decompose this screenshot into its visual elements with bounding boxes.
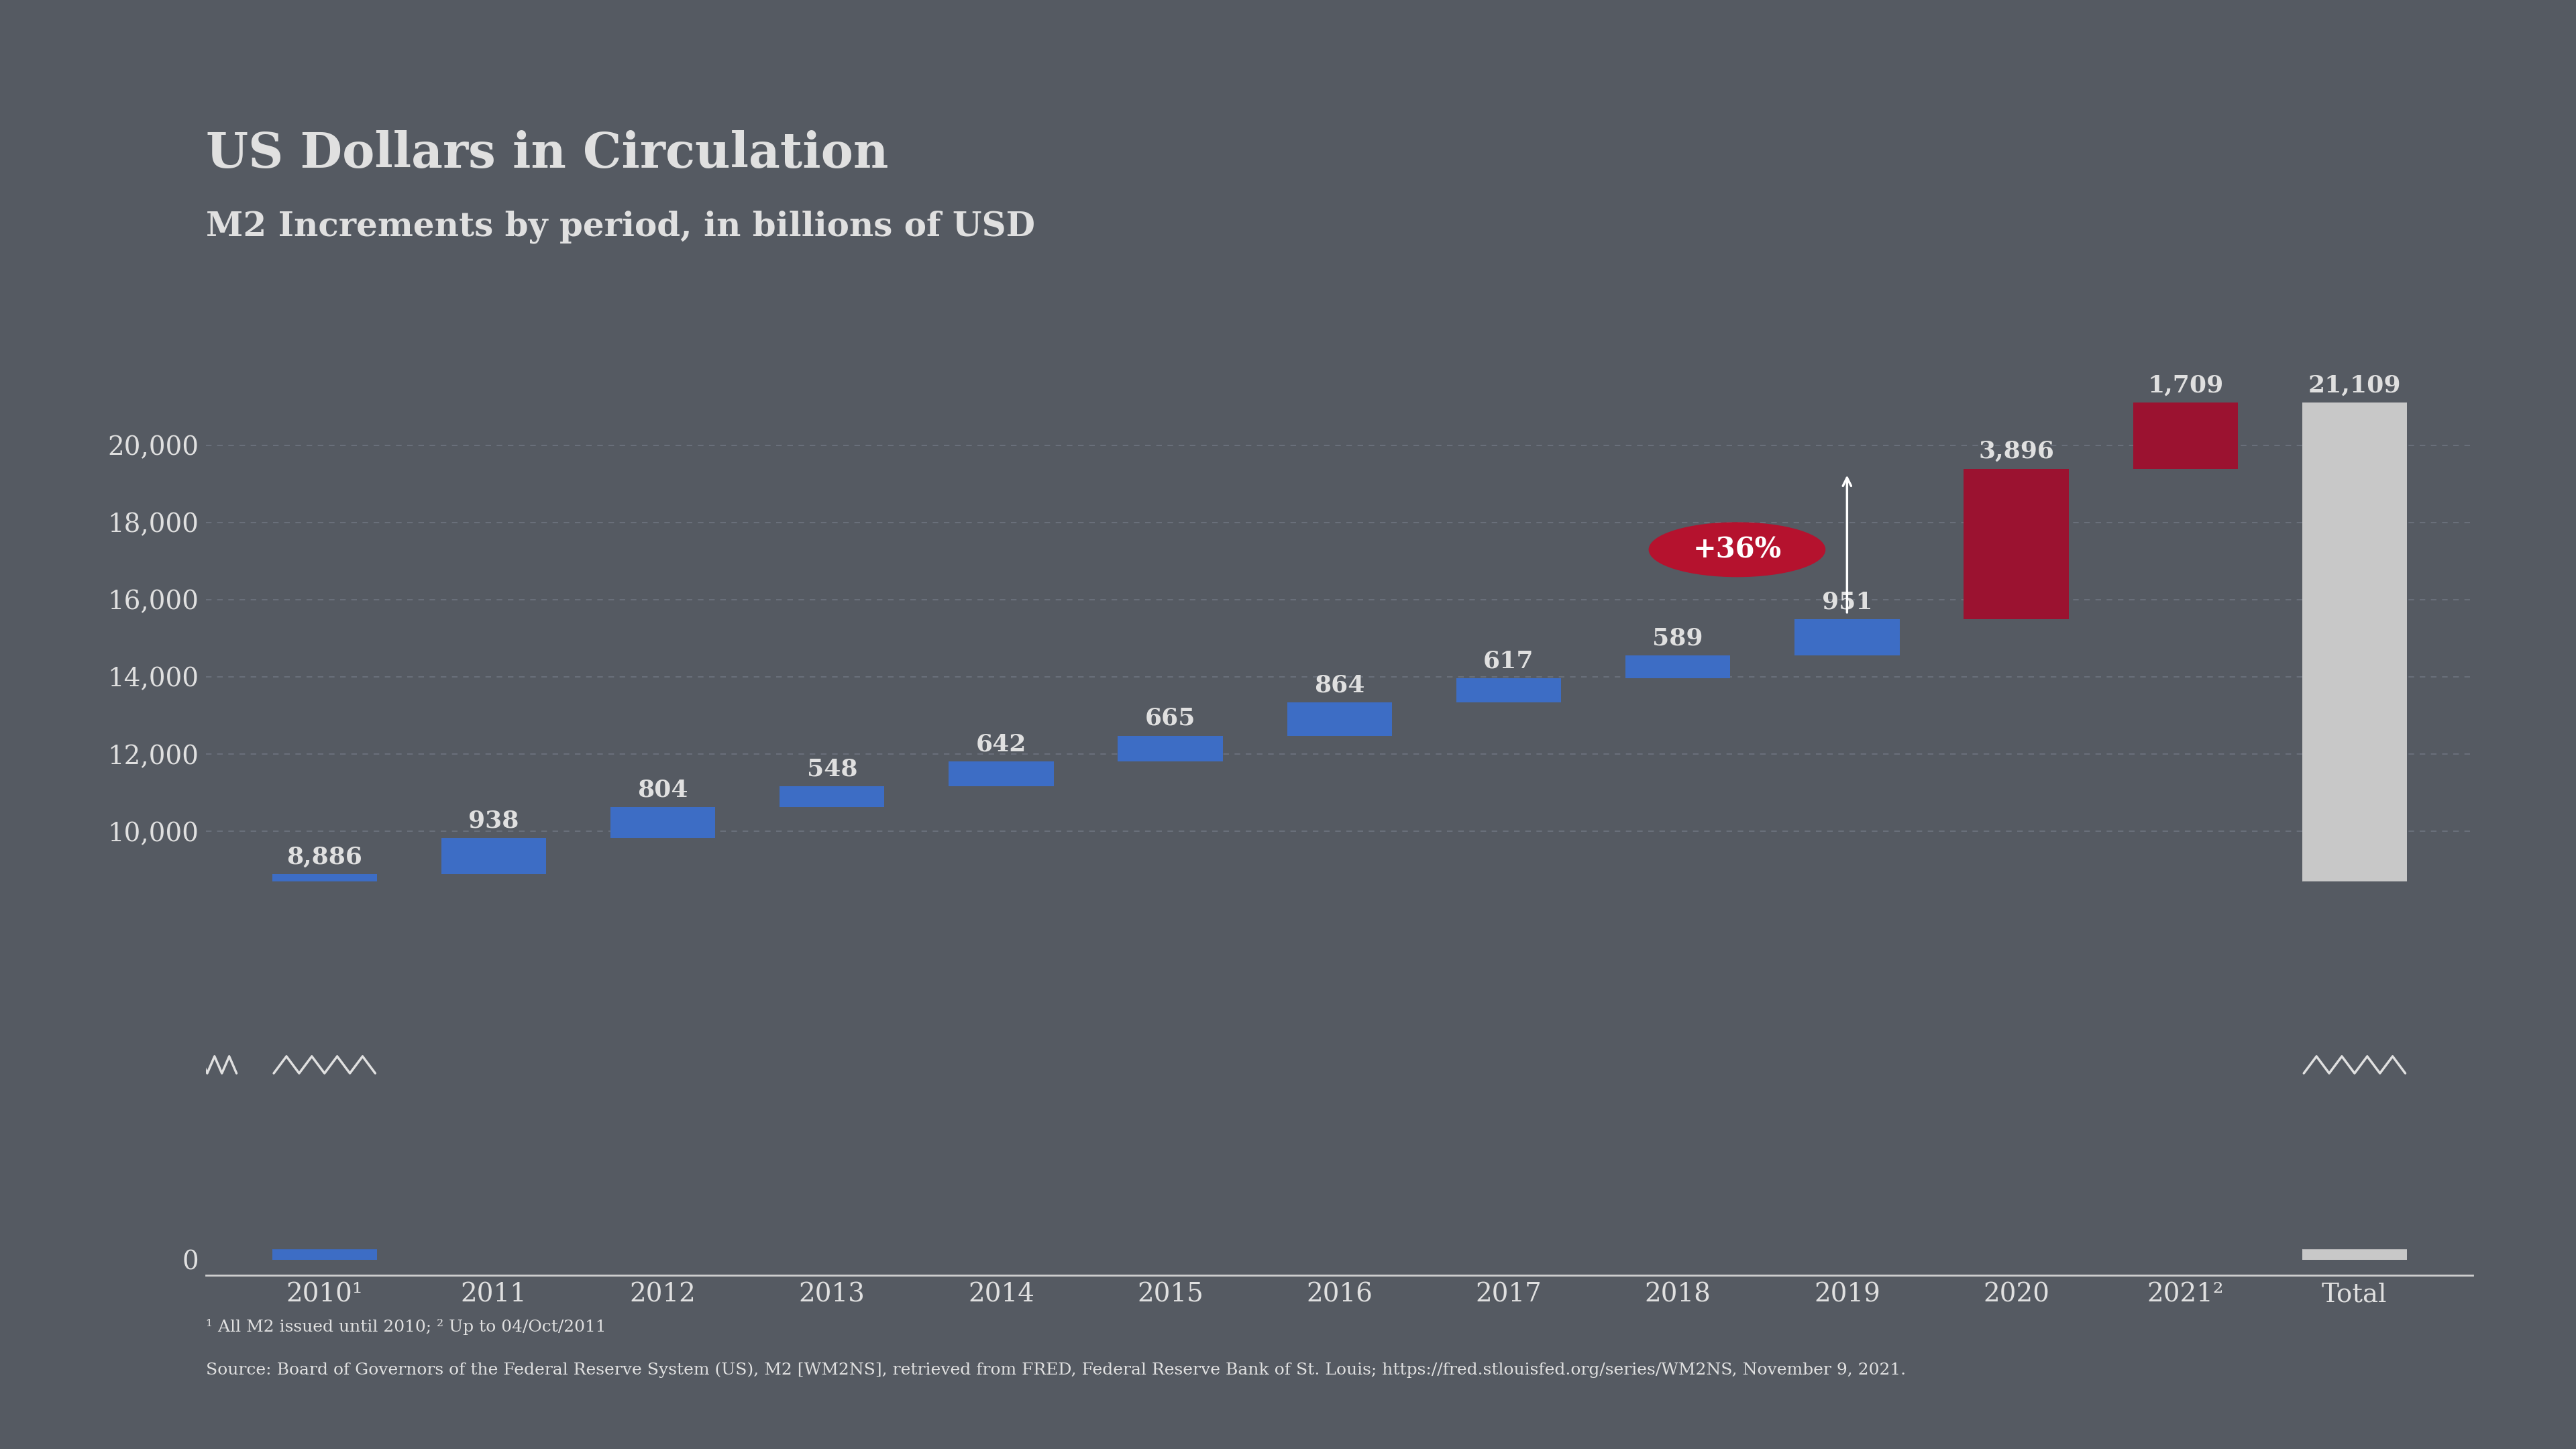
Bar [948, 761, 1054, 785]
Text: 21,109: 21,109 [2308, 374, 2401, 397]
Text: 1,709: 1,709 [2148, 374, 2223, 397]
Text: ¹ All M2 issued until 2010; ² Up to 04/Oct/2011: ¹ All M2 issued until 2010; ² Up to 04/O… [206, 1319, 605, 1335]
Text: 589: 589 [1654, 627, 1703, 651]
Text: 617: 617 [1484, 649, 1535, 672]
Text: 938: 938 [469, 810, 518, 832]
Bar [1455, 678, 1561, 703]
Bar [1795, 619, 1899, 656]
Text: 642: 642 [976, 733, 1025, 755]
Bar [1625, 656, 1731, 678]
Bar [440, 838, 546, 874]
Ellipse shape [1649, 523, 1824, 577]
Bar [2133, 403, 2239, 468]
Text: US Dollars in Circulation: US Dollars in Circulation [206, 130, 889, 178]
Bar [1963, 468, 2069, 619]
Text: 548: 548 [806, 758, 858, 780]
Text: Source: Board of Governors of the Federal Reserve System (US), M2 [WM2NS], retri: Source: Board of Governors of the Federa… [206, 1362, 1906, 1378]
Text: M2 Increments by period, in billions of USD: M2 Increments by period, in billions of … [206, 210, 1036, 243]
Bar [1288, 703, 1391, 736]
Bar [781, 785, 884, 807]
Text: 951: 951 [1821, 590, 1873, 613]
Text: 804: 804 [636, 778, 688, 801]
Bar [273, 881, 376, 1248]
Text: 665: 665 [1144, 707, 1195, 730]
Text: 3,896: 3,896 [1978, 440, 2053, 462]
Text: 864: 864 [1314, 674, 1365, 697]
Bar [1118, 736, 1224, 761]
Bar [273, 874, 376, 1259]
Bar [2303, 403, 2406, 1259]
Bar [611, 807, 716, 838]
Bar [2303, 881, 2406, 1248]
Text: +36%: +36% [1692, 536, 1783, 564]
Text: 8,886: 8,886 [286, 846, 363, 868]
